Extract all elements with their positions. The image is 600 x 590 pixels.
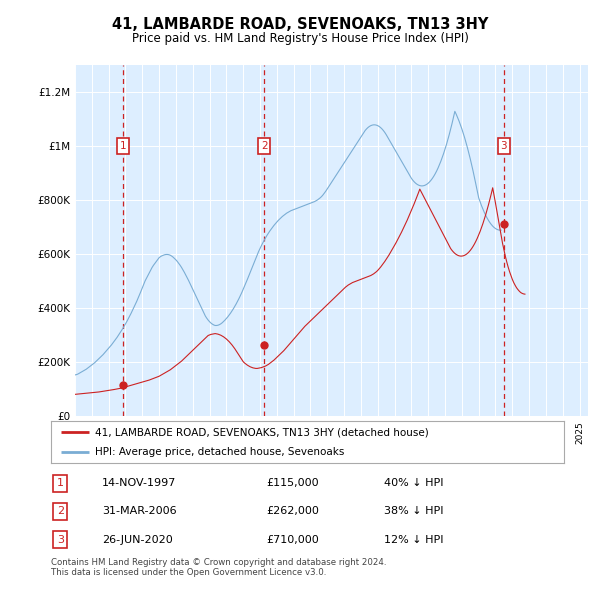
Text: 1: 1 (120, 141, 127, 151)
Text: 26-JUN-2020: 26-JUN-2020 (103, 535, 173, 545)
Text: 38% ↓ HPI: 38% ↓ HPI (385, 506, 444, 516)
Text: HPI: Average price, detached house, Sevenoaks: HPI: Average price, detached house, Seve… (95, 447, 344, 457)
Text: £262,000: £262,000 (266, 506, 319, 516)
Text: 1: 1 (57, 478, 64, 488)
Text: 3: 3 (57, 535, 64, 545)
Text: Price paid vs. HM Land Registry's House Price Index (HPI): Price paid vs. HM Land Registry's House … (131, 32, 469, 45)
Text: 2: 2 (261, 141, 268, 151)
Text: 3: 3 (500, 141, 507, 151)
Text: 12% ↓ HPI: 12% ↓ HPI (385, 535, 444, 545)
Text: £115,000: £115,000 (266, 478, 319, 488)
Text: 41, LAMBARDE ROAD, SEVENOAKS, TN13 3HY: 41, LAMBARDE ROAD, SEVENOAKS, TN13 3HY (112, 17, 488, 32)
Text: 31-MAR-2006: 31-MAR-2006 (103, 506, 177, 516)
Text: £710,000: £710,000 (266, 535, 319, 545)
Text: Contains HM Land Registry data © Crown copyright and database right 2024.
This d: Contains HM Land Registry data © Crown c… (51, 558, 386, 577)
Text: 41, LAMBARDE ROAD, SEVENOAKS, TN13 3HY (detached house): 41, LAMBARDE ROAD, SEVENOAKS, TN13 3HY (… (95, 427, 428, 437)
Text: 40% ↓ HPI: 40% ↓ HPI (385, 478, 444, 488)
Text: 2: 2 (56, 506, 64, 516)
Text: 14-NOV-1997: 14-NOV-1997 (103, 478, 176, 488)
